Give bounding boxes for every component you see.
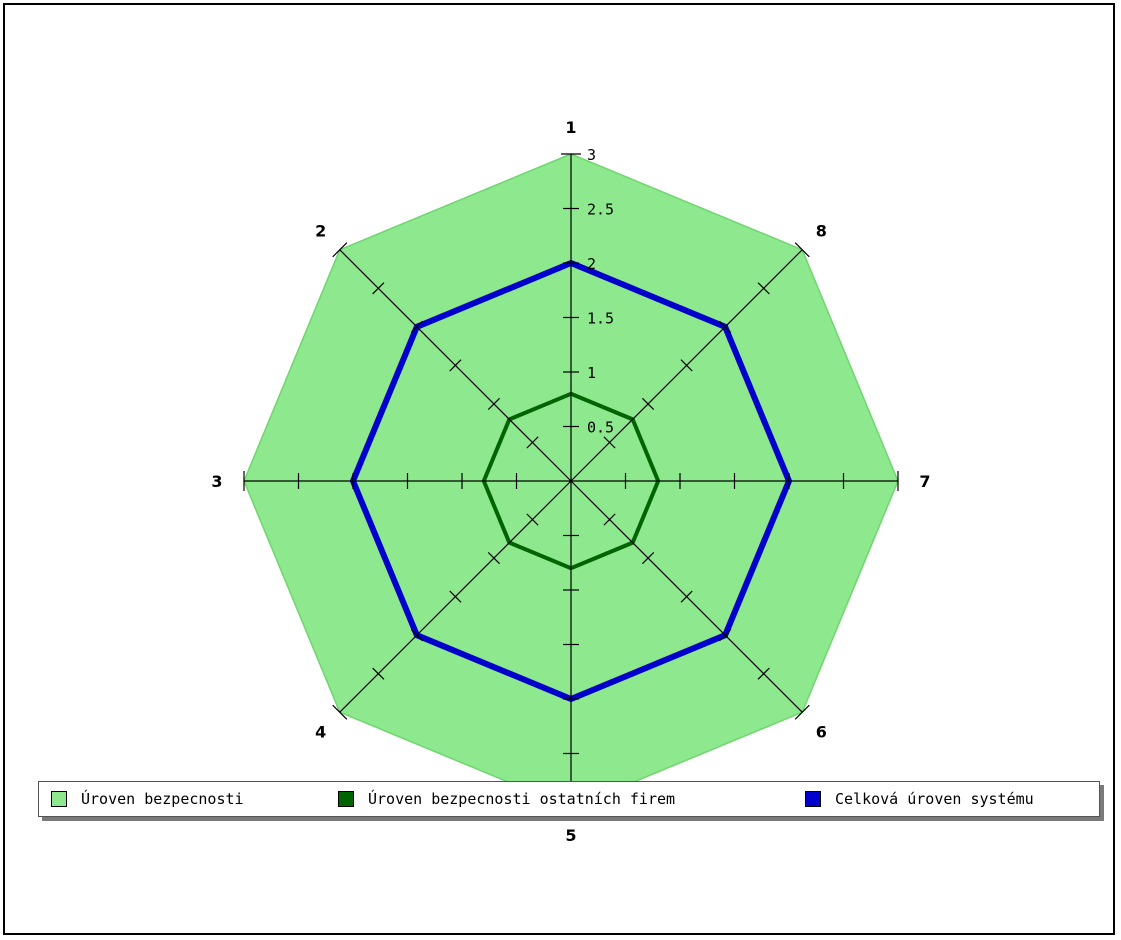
axis-label-6: 6 [816, 722, 827, 741]
axis-2-tick [526, 436, 539, 449]
axis-label-5: 5 [565, 826, 576, 845]
axis-label-3: 3 [211, 472, 222, 491]
axis-8-tick [603, 436, 616, 449]
legend-item-security-level: Úroven bezpecnosti [51, 790, 244, 808]
axis-2-tick [487, 397, 501, 411]
axis-4-tick [332, 704, 348, 720]
legend-label-system-level: Celková úroven systému [835, 790, 1034, 808]
legend-swatch-system-level [805, 791, 821, 807]
axes-layer [243, 153, 899, 809]
axis-label-8: 8 [816, 222, 827, 241]
axis-6-tick [794, 704, 810, 720]
axis-2-tick [449, 359, 462, 372]
axis-8-tick [719, 320, 732, 333]
axis-6-tick [680, 590, 693, 603]
legend-swatch-security-level [51, 791, 67, 807]
axis-6-tick [603, 513, 616, 526]
axis-2-tick [372, 282, 385, 295]
axis-2-tick [332, 242, 348, 258]
axis-4-tick [526, 513, 539, 526]
axis-label-7: 7 [919, 472, 930, 491]
legend-item-other-companies: Úroven bezpecnosti ostatních firem [338, 790, 675, 808]
axis-label-4: 4 [315, 722, 326, 741]
r-tick-label-1.5: 1.5 [587, 310, 614, 328]
legend-swatch-other-companies [338, 791, 354, 807]
axis-4-tick [372, 667, 385, 680]
labels-layer: 1 2 3 4 5 6 7 8 0.5 1 1.5 2 2.5 3 [211, 118, 930, 845]
legend-item-system-level: Celková úroven systému [805, 790, 1034, 808]
legend-label-other-companies: Úroven bezpecnosti ostatních firem [368, 790, 676, 808]
axis-label-2: 2 [315, 222, 326, 241]
axis-4-tick [410, 629, 423, 642]
axis-6-tick [719, 629, 732, 642]
axis-label-1: 1 [565, 118, 576, 137]
r-tick-label-2.5: 2.5 [587, 201, 614, 219]
r-tick-label-3: 3 [587, 146, 596, 164]
axis-4-tick [487, 551, 501, 565]
axis-8-tick [680, 359, 693, 372]
axis-2-tick [410, 320, 423, 333]
axis-8-tick [641, 397, 655, 411]
axis-8-tick [794, 242, 810, 258]
axis-6-tick [641, 551, 655, 565]
legend-label-security-level: Úroven bezpecnosti [81, 790, 244, 808]
axis-6-tick [757, 667, 770, 680]
axis-8-tick [757, 282, 770, 295]
legend: Úroven bezpecnosti Úroven bezpecnosti os… [38, 781, 1100, 817]
r-tick-label-2: 2 [587, 255, 596, 273]
r-tick-label-0.5: 0.5 [587, 419, 614, 437]
axis-4-tick [449, 590, 462, 603]
r-tick-label-1: 1 [587, 364, 596, 382]
